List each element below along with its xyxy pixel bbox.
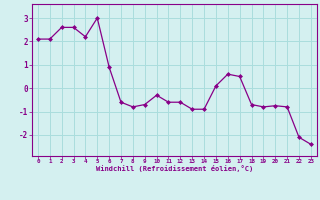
X-axis label: Windchill (Refroidissement éolien,°C): Windchill (Refroidissement éolien,°C) — [96, 165, 253, 172]
